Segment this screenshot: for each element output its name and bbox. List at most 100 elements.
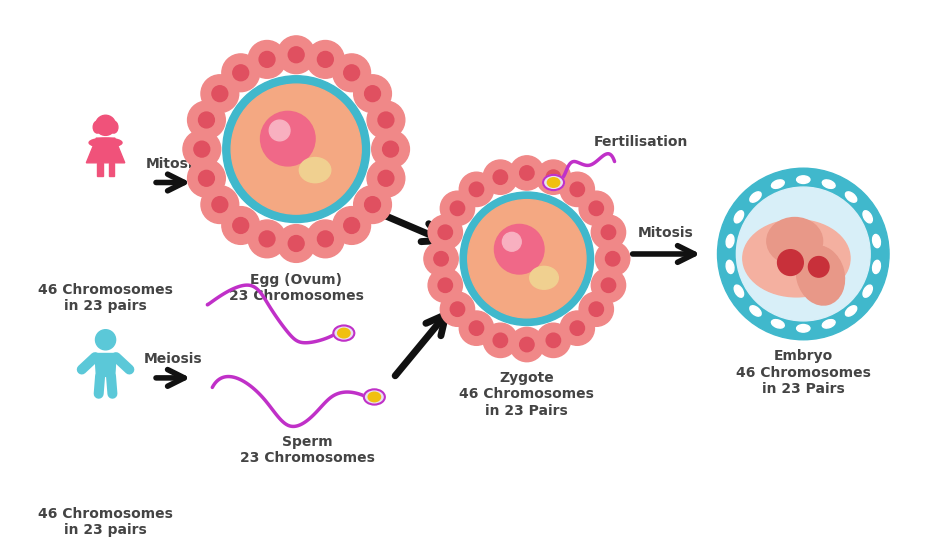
Circle shape — [494, 225, 544, 274]
Circle shape — [450, 201, 465, 215]
Circle shape — [318, 231, 333, 247]
Ellipse shape — [872, 260, 881, 273]
Ellipse shape — [94, 121, 102, 133]
Circle shape — [736, 187, 870, 321]
Circle shape — [424, 241, 458, 276]
Circle shape — [354, 75, 392, 112]
Circle shape — [808, 256, 829, 277]
Text: Egg (Ovum)
23 Chromosomes: Egg (Ovum) 23 Chromosomes — [229, 273, 364, 303]
Circle shape — [509, 327, 544, 362]
Circle shape — [248, 40, 286, 78]
Circle shape — [606, 252, 619, 266]
Text: Zygote
46 Chromosomes
in 23 Pairs: Zygote 46 Chromosomes in 23 Pairs — [459, 371, 594, 417]
Circle shape — [198, 112, 215, 128]
Text: 46 Chromosomes
in 23 pairs: 46 Chromosomes in 23 pairs — [38, 282, 173, 313]
Circle shape — [509, 156, 544, 190]
Circle shape — [483, 323, 518, 357]
Ellipse shape — [333, 326, 355, 341]
Circle shape — [188, 101, 225, 139]
Circle shape — [212, 197, 228, 213]
Circle shape — [483, 160, 518, 194]
Circle shape — [365, 197, 381, 213]
Circle shape — [459, 311, 494, 345]
Circle shape — [592, 215, 626, 249]
Ellipse shape — [299, 158, 331, 183]
Circle shape — [469, 182, 483, 197]
Ellipse shape — [750, 306, 761, 316]
Ellipse shape — [771, 320, 784, 328]
Circle shape — [201, 75, 239, 112]
Circle shape — [519, 338, 534, 352]
Circle shape — [579, 292, 613, 326]
Circle shape — [248, 220, 286, 258]
Circle shape — [201, 186, 239, 224]
Circle shape — [494, 333, 507, 348]
Circle shape — [468, 200, 586, 318]
Text: 46 Chromosomes
in 23 pairs: 46 Chromosomes in 23 pairs — [38, 507, 173, 537]
Ellipse shape — [743, 220, 850, 297]
Circle shape — [560, 172, 594, 206]
Circle shape — [440, 292, 475, 326]
Circle shape — [450, 302, 465, 316]
Ellipse shape — [750, 192, 761, 202]
Ellipse shape — [547, 178, 559, 187]
Circle shape — [589, 302, 604, 316]
Circle shape — [536, 160, 570, 194]
Circle shape — [428, 268, 462, 302]
Ellipse shape — [89, 138, 122, 147]
Circle shape — [232, 65, 249, 80]
Polygon shape — [86, 138, 125, 163]
Ellipse shape — [734, 211, 744, 223]
Circle shape — [307, 220, 344, 258]
Ellipse shape — [369, 392, 381, 402]
Circle shape — [365, 86, 381, 102]
Circle shape — [354, 186, 392, 224]
Circle shape — [494, 170, 507, 184]
Circle shape — [307, 40, 344, 78]
Ellipse shape — [734, 285, 744, 297]
Circle shape — [367, 101, 405, 139]
Circle shape — [601, 278, 616, 293]
Ellipse shape — [726, 234, 734, 248]
Circle shape — [589, 201, 604, 215]
Circle shape — [367, 159, 405, 197]
Ellipse shape — [530, 266, 558, 289]
Circle shape — [536, 323, 570, 357]
Circle shape — [570, 321, 584, 335]
Circle shape — [434, 252, 448, 266]
Circle shape — [503, 232, 521, 251]
Text: Mitosis: Mitosis — [638, 226, 694, 240]
Ellipse shape — [338, 328, 350, 338]
Circle shape — [212, 86, 228, 102]
Circle shape — [440, 191, 475, 226]
Circle shape — [95, 115, 116, 136]
Ellipse shape — [771, 180, 784, 188]
Polygon shape — [96, 163, 103, 176]
Ellipse shape — [796, 325, 810, 332]
Circle shape — [560, 311, 594, 345]
Ellipse shape — [863, 285, 872, 297]
Circle shape — [592, 268, 626, 302]
Circle shape — [277, 225, 315, 262]
Circle shape — [546, 170, 560, 184]
Text: Meiosis: Meiosis — [144, 353, 203, 367]
Circle shape — [718, 168, 889, 340]
Circle shape — [469, 321, 483, 335]
Circle shape — [232, 218, 249, 233]
Circle shape — [579, 191, 613, 226]
Polygon shape — [95, 354, 116, 376]
Circle shape — [269, 120, 290, 141]
Circle shape — [95, 330, 116, 350]
Circle shape — [277, 36, 315, 73]
Circle shape — [318, 51, 333, 68]
Circle shape — [232, 84, 361, 214]
Circle shape — [223, 76, 369, 222]
Polygon shape — [108, 163, 115, 176]
Circle shape — [288, 235, 304, 252]
Circle shape — [194, 141, 210, 157]
Circle shape — [778, 249, 803, 275]
Ellipse shape — [796, 176, 810, 184]
Ellipse shape — [863, 211, 872, 223]
Circle shape — [260, 111, 315, 166]
Ellipse shape — [872, 234, 881, 248]
